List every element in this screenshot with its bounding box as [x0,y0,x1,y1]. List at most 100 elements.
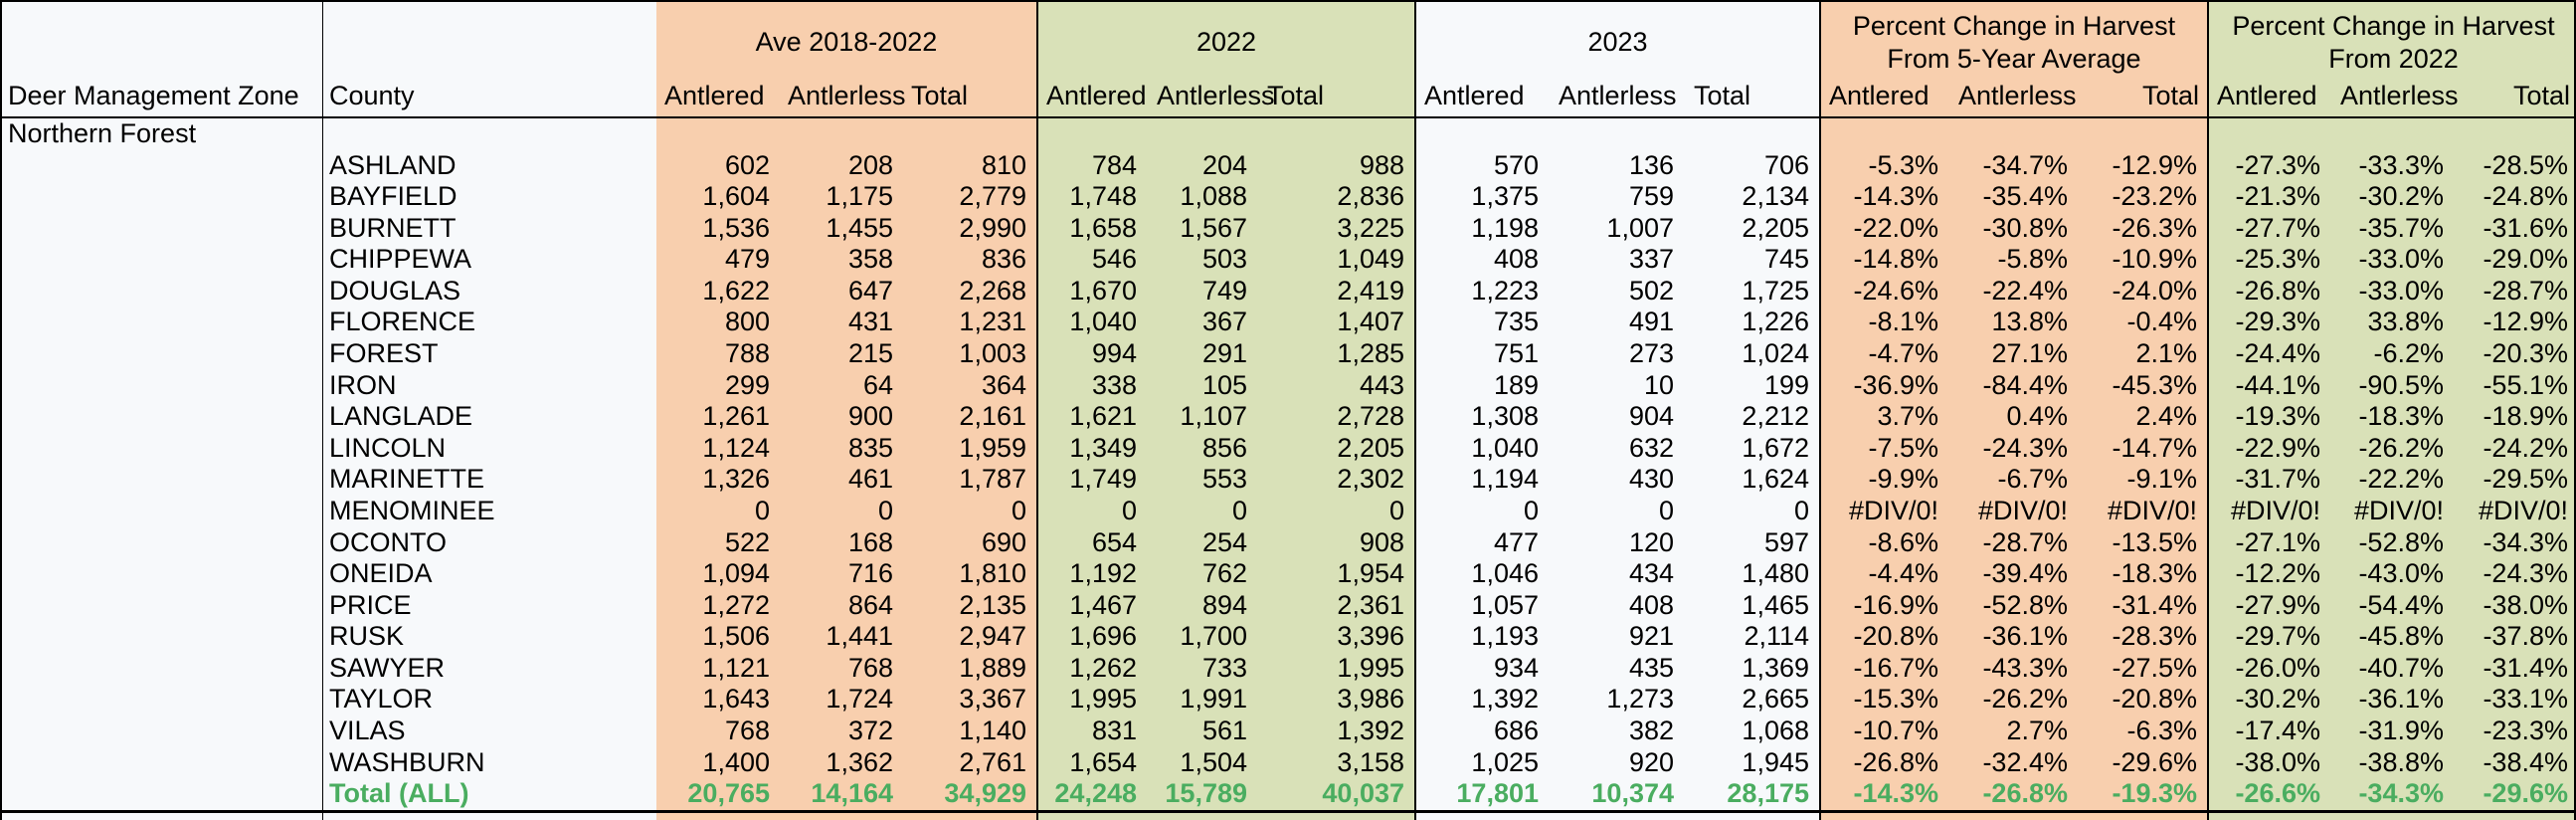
value-cell[interactable]: 168 [780,526,903,559]
value-cell[interactable]: 3,225 [1257,212,1414,245]
pct-cell[interactable]: -8.1% [1819,307,1948,339]
pct-cell[interactable]: -28.7% [2454,275,2574,308]
value-cell[interactable]: 1,467 [1036,589,1147,622]
value-cell[interactable]: 1,810 [903,558,1036,590]
value-cell[interactable]: 733 [1147,652,1257,685]
pct-cell[interactable]: -24.0% [2078,275,2207,308]
value-cell[interactable]: 64 [780,369,903,402]
pct-cell[interactable]: -16.9% [1819,589,1948,622]
zone-cell[interactable] [2,432,322,465]
pct-cell[interactable]: 3.7% [1819,401,1948,433]
value-cell[interactable]: 751 [1414,338,1549,370]
group-header-2023[interactable]: 2023 Antlered Antlerless Total [1414,2,1819,116]
column-header-antlerless[interactable]: Antlerless [1958,81,2077,110]
value-cell[interactable]: 189 [1414,369,1549,402]
value-cell[interactable]: 1,369 [1684,652,1819,685]
county-cell[interactable]: VILAS [322,715,656,747]
pct-cell[interactable]: #DIV/0! [2454,495,2574,527]
value-cell[interactable]: 10 [1549,369,1684,402]
pct-cell[interactable]: -43.3% [1948,652,2078,685]
pct-cell[interactable]: -0.4% [2078,307,2207,339]
pct-cell[interactable]: -34.3% [2454,526,2574,559]
value-cell[interactable]: 1,088 [1147,181,1257,213]
value-cell[interactable]: 749 [1147,275,1257,308]
column-header-antlerless[interactable]: Antlerless [788,81,906,110]
value-cell[interactable]: 1,654 [1036,746,1147,779]
value-cell[interactable]: 204 [1147,149,1257,182]
pct-cell[interactable]: -29.7% [2207,621,2330,653]
value-cell[interactable]: 1,400 [656,746,780,779]
pct-cell[interactable]: -20.3% [2454,338,2574,370]
pct-cell[interactable]: -9.9% [1819,464,1948,496]
pct-cell[interactable]: -14.8% [1819,244,1948,276]
value-cell[interactable]: 0 [1549,495,1684,527]
pct-cell[interactable]: -29.6% [2454,778,2574,810]
value-cell[interactable]: 1,441 [780,621,903,653]
pct-cell[interactable]: -31.4% [2078,589,2207,622]
value-cell[interactable]: 1,700 [1147,621,1257,653]
group-header-pct-change-5yr[interactable]: Percent Change in Harvest From 5-Year Ave… [1819,2,2207,116]
pct-cell[interactable] [2078,118,2207,150]
value-cell[interactable]: 1,889 [903,652,1036,685]
pct-cell[interactable]: -18.9% [2454,401,2574,433]
value-cell[interactable]: 1,003 [903,338,1036,370]
value-cell[interactable]: 1,480 [1684,558,1819,590]
value-cell[interactable]: 1,226 [1684,307,1819,339]
pct-cell[interactable]: -24.6% [1819,275,1948,308]
value-cell[interactable] [1257,118,1414,150]
pct-cell[interactable]: -35.4% [1948,181,2078,213]
value-cell[interactable]: 34,929 [903,778,1036,810]
zone-cell[interactable] [2,684,322,716]
value-cell[interactable]: 1,392 [1257,715,1414,747]
value-cell[interactable]: 338 [1036,369,1147,402]
column-header-total[interactable]: Total [2141,81,2199,110]
county-cell[interactable]: ASHLAND [322,149,656,182]
pct-cell[interactable]: -22.2% [2330,464,2454,496]
value-cell[interactable]: 908 [1257,526,1414,559]
county-cell[interactable]: LANGLADE [322,401,656,433]
value-cell[interactable]: 800 [656,307,780,339]
pct-cell[interactable]: -90.5% [2330,369,2454,402]
value-cell[interactable]: 1,231 [903,307,1036,339]
value-cell[interactable] [1414,118,1549,150]
zone-cell[interactable] [2,589,322,622]
value-cell[interactable]: 3,158 [1257,746,1414,779]
zone-cell[interactable] [2,526,322,559]
value-cell[interactable]: 762 [1147,558,1257,590]
county-cell[interactable]: CHIPPEWA [322,244,656,276]
value-cell[interactable] [1549,118,1684,150]
zone-cell[interactable] [2,621,322,653]
value-cell[interactable]: 435 [1549,652,1684,685]
pct-cell[interactable] [2207,118,2330,150]
value-cell[interactable]: 632 [1549,432,1684,465]
value-cell[interactable]: 430 [1549,464,1684,496]
value-cell[interactable]: 367 [1147,307,1257,339]
value-cell[interactable] [780,118,903,150]
pct-cell[interactable]: -27.5% [2078,652,2207,685]
value-cell[interactable]: 3,367 [903,684,1036,716]
value-cell[interactable]: 1,349 [1036,432,1147,465]
pct-cell[interactable]: -29.3% [2207,307,2330,339]
value-cell[interactable]: 2,114 [1684,621,1819,653]
value-cell[interactable]: 434 [1549,558,1684,590]
pct-cell[interactable]: -33.1% [2454,684,2574,716]
column-header-antlerless[interactable]: Antlerless [2340,81,2459,110]
pct-cell[interactable]: -20.8% [1819,621,1948,653]
value-cell[interactable]: 894 [1147,589,1257,622]
county-cell[interactable]: SAWYER [322,652,656,685]
value-cell[interactable]: 358 [780,244,903,276]
pct-cell[interactable]: -29.0% [2454,244,2574,276]
pct-cell[interactable]: -34.7% [1948,149,2078,182]
pct-cell[interactable]: -22.9% [2207,432,2330,465]
value-cell[interactable] [1684,118,1819,150]
value-cell[interactable]: 1,194 [1414,464,1549,496]
pct-cell[interactable]: #DIV/0! [2207,495,2330,527]
value-cell[interactable]: 1,506 [656,621,780,653]
value-cell[interactable]: 1,362 [780,746,903,779]
value-cell[interactable]: 716 [780,558,903,590]
pct-cell[interactable]: -6.7% [1948,464,2078,496]
zone-cell[interactable] [2,558,322,590]
pct-cell[interactable]: -6.3% [2078,715,2207,747]
pct-cell[interactable]: -52.8% [1948,589,2078,622]
zone-cell[interactable]: Northern Forest [2,118,322,150]
